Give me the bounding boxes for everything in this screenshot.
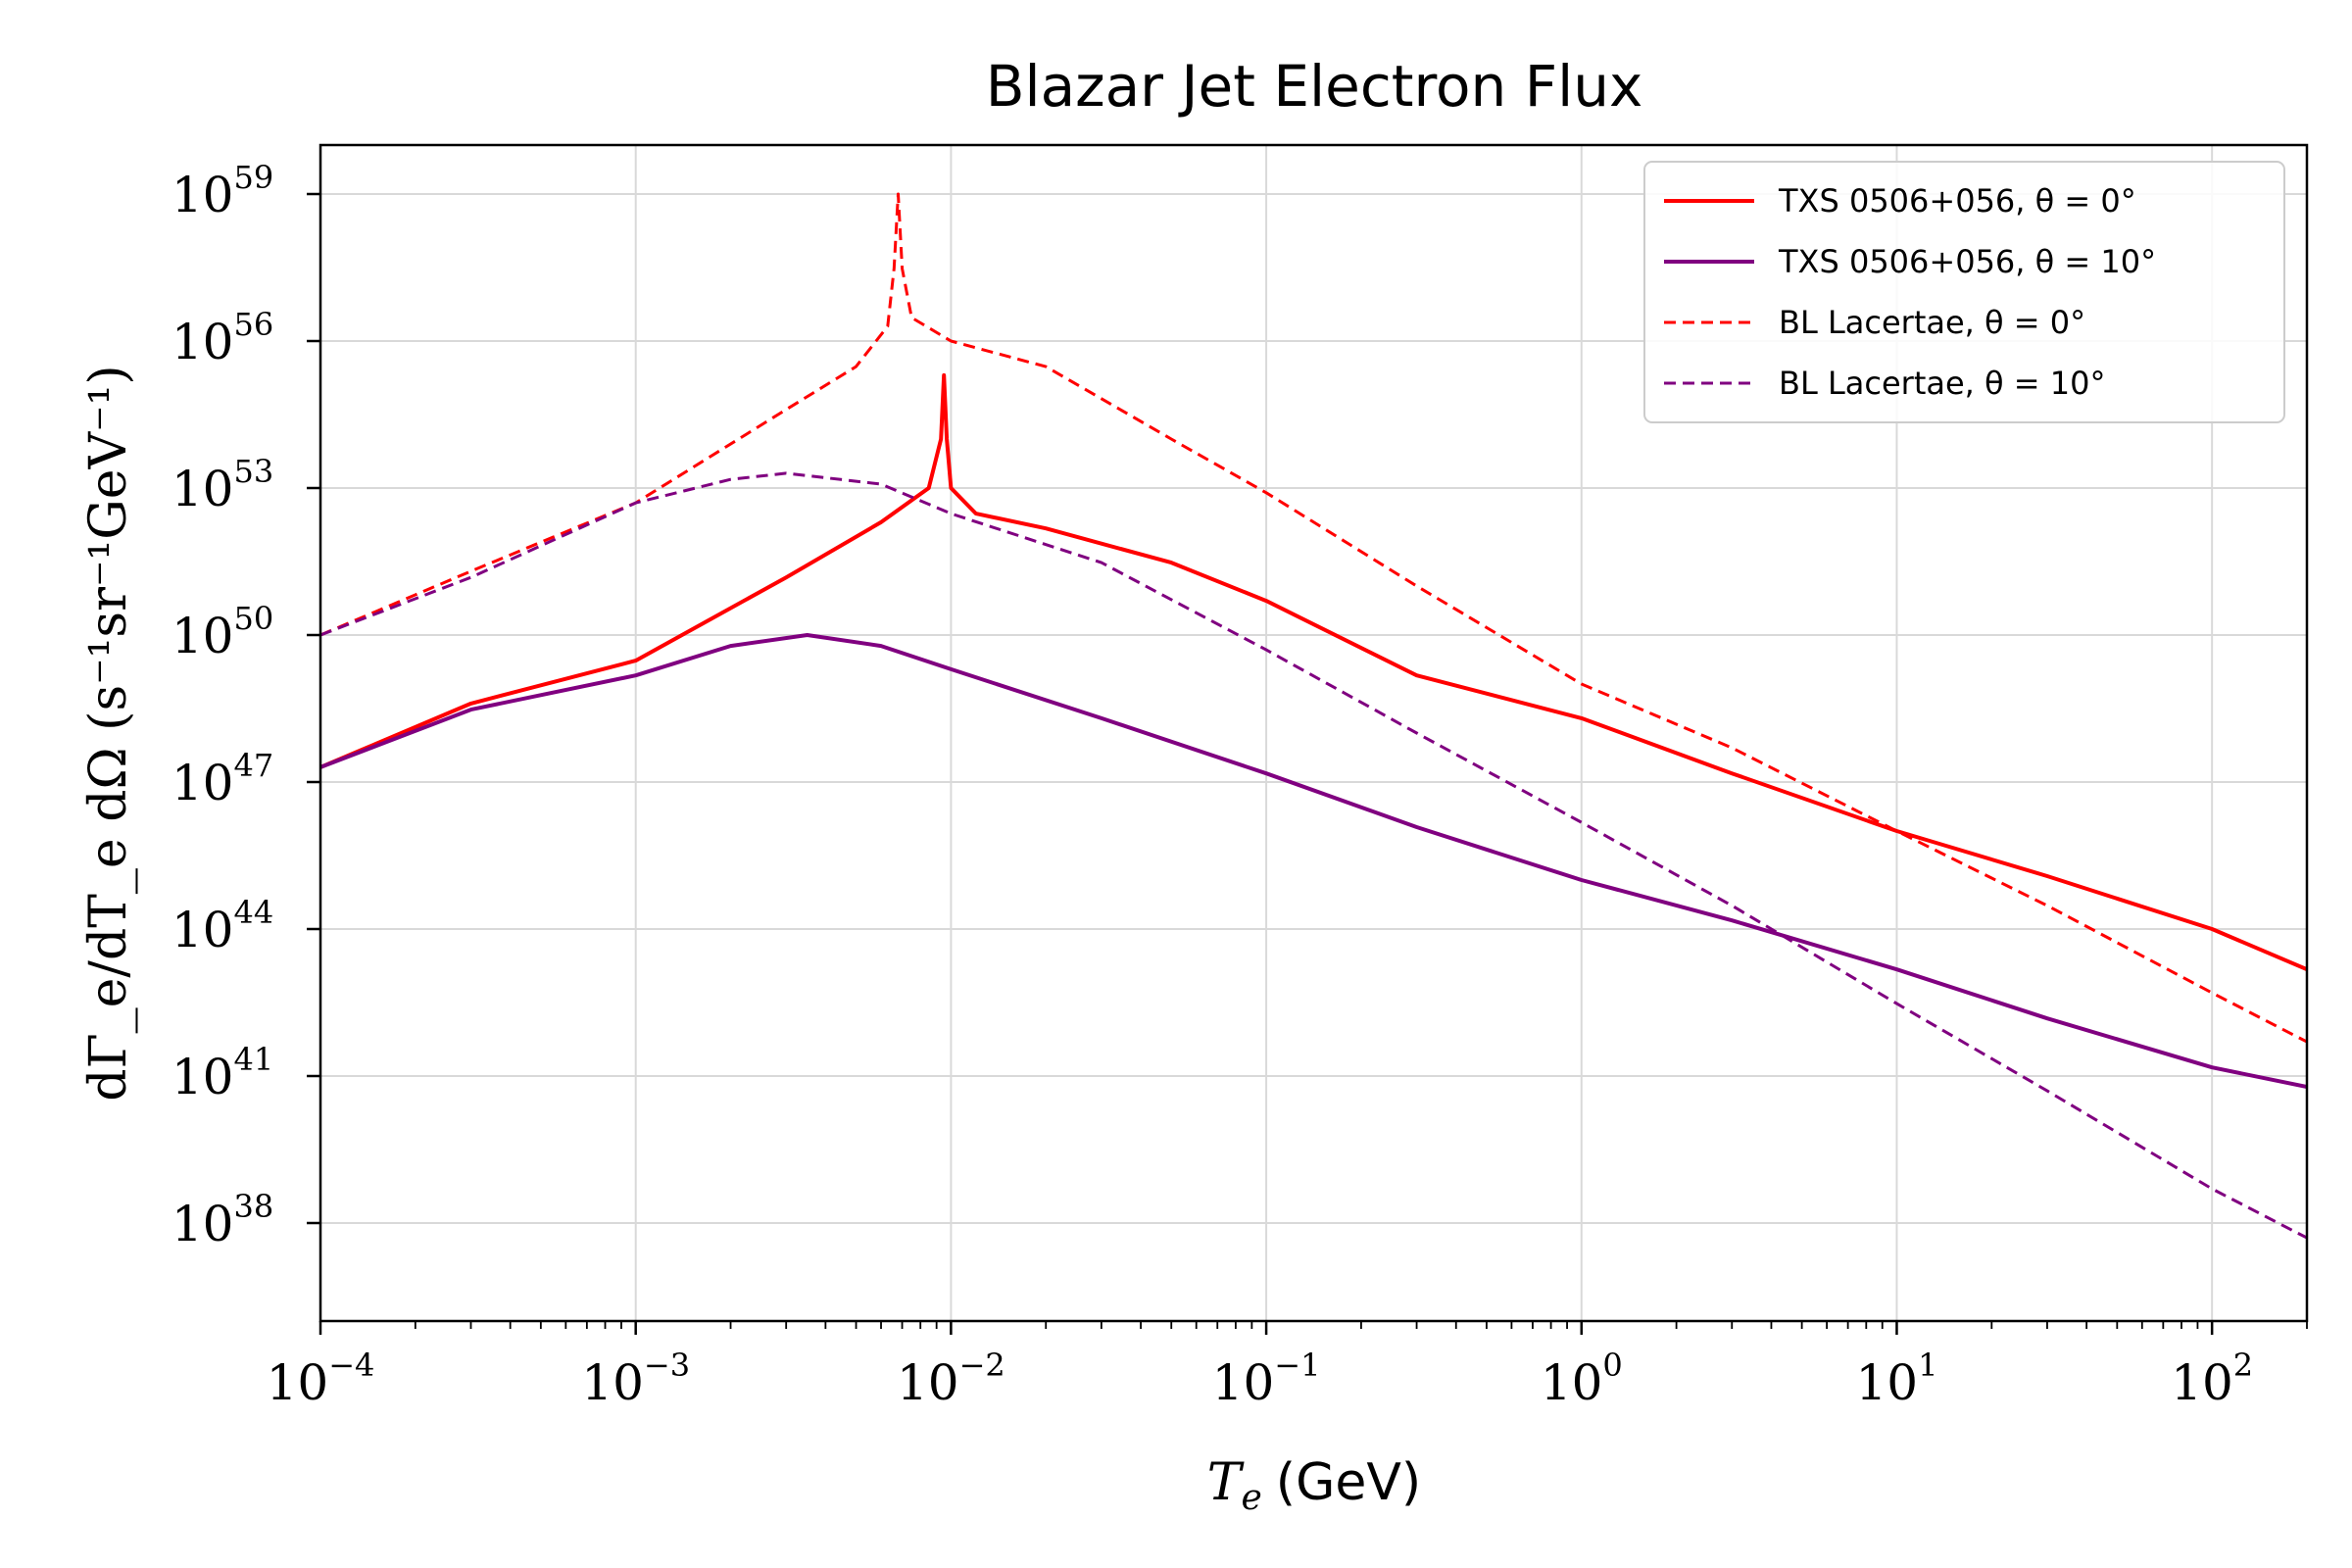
ticks: [307, 192, 2308, 1335]
x-tick-label: 10−3: [581, 1347, 690, 1411]
y-tick-label: 1038: [172, 1188, 273, 1252]
y-tick-label: 1050: [172, 600, 273, 664]
legend-label: BL Lacertae, θ = 10°: [1779, 365, 2105, 402]
legend-box: [1643, 161, 2285, 423]
chart-title: Blazar Jet Electron Flux: [986, 53, 1643, 120]
series-line-4: [320, 471, 2307, 1240]
x-tick-label: 10−1: [1212, 1347, 1321, 1411]
plot-frame: [318, 143, 2309, 1323]
legend-label: TXS 0506+056, θ = 0°: [1778, 182, 2136, 220]
tick-labels: 10−4 10−3 10−2 10−1 100 101 102 1038 1041 1044 104…: [172, 159, 2253, 1411]
y-tick-label: 1047: [172, 747, 273, 811]
x-axis-sub: e: [1241, 1478, 1261, 1518]
series-line-2: [320, 633, 2307, 1090]
x-axis-unit: (GeV): [1276, 1453, 1421, 1512]
series-line-1: [320, 372, 2307, 972]
legend: TXS 0506+056, θ = 0° TXS 0506+056, θ = 10…: [1643, 161, 2285, 423]
y-tick-label: 1044: [172, 894, 273, 958]
x-tick-label: 100: [1541, 1347, 1623, 1411]
x-axis-label: Te (GeV): [1207, 1453, 1421, 1518]
y-tick-label: 1053: [172, 453, 273, 517]
x-tick-label: 102: [2171, 1347, 2253, 1411]
x-tick-label: 10−2: [897, 1347, 1005, 1411]
legend-label: TXS 0506+056, θ = 10°: [1778, 243, 2156, 280]
y-tick-label: 1041: [172, 1041, 273, 1105]
y-tick-label: 1056: [172, 306, 273, 370]
series-layer: [320, 192, 2307, 1240]
y-tick-label: 1059: [172, 159, 273, 223]
series-line-3: [320, 192, 2307, 1044]
y-axis-label: dΓ_e/dT_e dΩ (s⁻¹sr⁻¹GeV⁻¹): [79, 365, 138, 1101]
x-tick-label: 10−4: [267, 1347, 375, 1411]
x-axis-var: T: [1207, 1453, 1245, 1512]
legend-label: BL Lacertae, θ = 0°: [1779, 304, 2085, 341]
x-tick-label: 101: [1855, 1347, 1937, 1411]
